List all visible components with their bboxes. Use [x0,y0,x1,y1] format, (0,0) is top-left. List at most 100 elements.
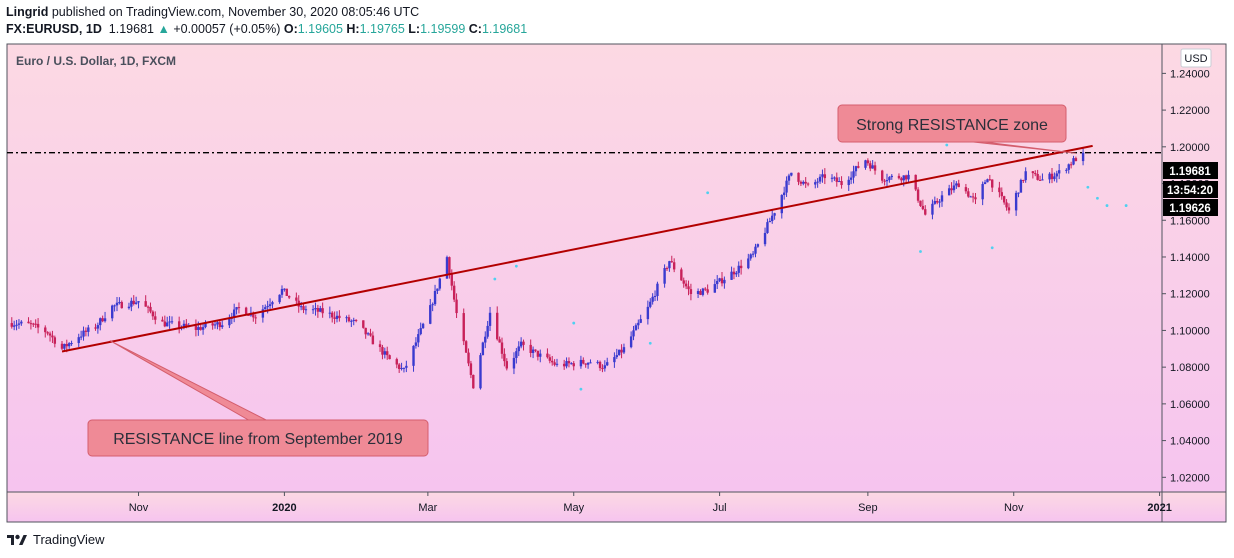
candle-body [615,355,618,358]
resistance-zone-callout[interactable] [837,104,1067,143]
candle-body [787,175,791,181]
candle-body [1036,173,1039,180]
candle-body [919,200,922,206]
candle-body [881,170,884,181]
resistance-line-callout[interactable] [87,419,429,457]
candle-body [362,320,365,328]
candle-body [682,280,685,284]
candle-body [515,351,518,358]
forecast-dot [572,321,576,325]
candle-body [1055,173,1058,177]
candle-body [897,175,901,179]
candle-body [498,339,501,343]
forecast-dot [579,387,583,391]
candle-body [852,171,855,178]
candle-body [974,197,977,200]
published-text: published on TradingView.com, November 3… [51,5,420,19]
candle-body [952,185,956,191]
x-tick-label: Sep [858,502,878,514]
candle-body [452,285,456,300]
candle-body [163,321,167,327]
candle-body [696,291,700,294]
candle-body [916,189,920,201]
open-value: 1.19605 [297,22,343,36]
candle-body [713,284,717,293]
candle-body [553,362,556,365]
candle-body [388,355,391,360]
resistance-zone-callout-text: Strong RESISTANCE zone [856,117,1048,134]
candle-body [244,307,248,315]
candle-body [488,312,492,326]
candle-body [806,183,810,185]
candle-body [338,315,341,318]
candle-body [837,181,841,183]
candle-body [1024,171,1027,181]
candle-body [512,357,516,369]
candle-body [496,312,499,340]
candle-body [484,336,487,343]
candle-body [79,336,83,338]
candle-body [763,232,767,245]
resistance-trendline[interactable] [61,144,1093,353]
forecast-dot [945,143,949,147]
candle-body [46,332,49,334]
prev-close-tag-text: 1.19626 [1169,203,1211,215]
candle-body [983,182,987,185]
candle-body [221,325,224,328]
candle-body [199,327,202,330]
candle-body [316,308,320,312]
currency-badge[interactable]: USD [1180,48,1212,68]
candle-body [565,361,568,367]
candle-body [271,302,274,305]
candle-body [718,278,721,281]
candle-body [252,312,255,318]
close-value: 1.19681 [481,22,528,36]
candle-body [799,181,803,184]
candle-body [1053,176,1056,180]
time-axis-background [7,492,1226,522]
candle-body [328,312,332,314]
countdown-tag: 13:54:20 [1163,181,1218,198]
time-axis-ticks: Nov 2020 Mar May Jul Sep Nov 2021 [129,492,1172,514]
candle-body [1007,207,1011,211]
candle-body [613,357,616,363]
candle-body [991,179,994,188]
candle-body [586,362,590,365]
candle-body [790,172,793,176]
footer-brand[interactable]: TradingView [6,528,105,550]
candle-body [211,323,214,326]
candle-body [900,178,903,181]
candle-body [869,163,872,169]
publisher-name[interactable]: Lingrid [6,5,49,19]
candle-body [606,362,609,366]
candle-body [331,312,334,318]
candle-body [931,203,934,215]
candle-body [546,353,549,358]
candle-body [168,321,171,323]
candle-body [672,262,676,270]
candle-body [539,353,542,357]
candle-body [371,335,375,345]
candle-body [1000,192,1003,197]
candle-body [395,359,398,365]
candle-body [32,323,35,325]
candle-body [670,261,673,263]
candle-body [299,306,303,308]
forecast-dot [706,191,710,195]
candle-body [1005,202,1008,208]
candle-body [247,314,250,316]
candle-body [663,268,666,284]
candle-body [278,294,281,303]
candle-body [720,278,724,284]
candle-body [235,307,238,310]
candle-body [637,322,640,326]
candle-body [699,291,702,295]
candle-body [816,181,819,183]
y-tick-label: 1.24000 [1170,68,1210,80]
candle-body [629,336,633,348]
footer-brand-label: TradingView [33,531,105,547]
candle-body [653,295,657,297]
candle-body [651,296,654,302]
candle-body [319,308,322,312]
